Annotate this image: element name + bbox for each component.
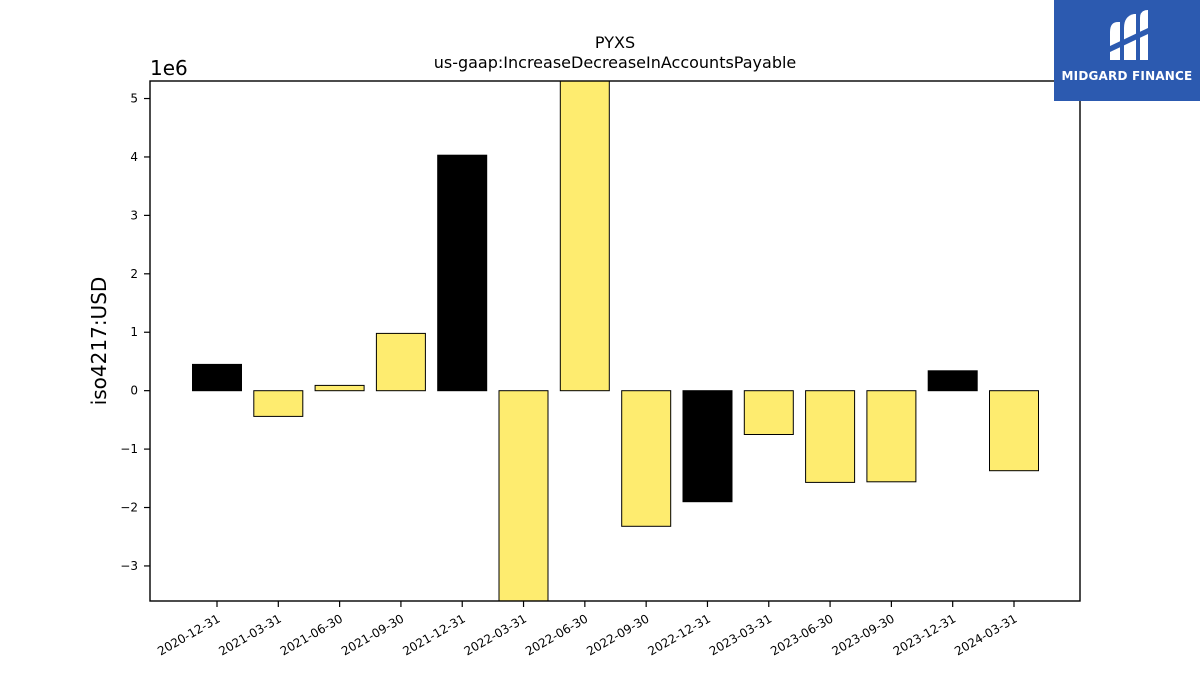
plot-frame (149, 80, 1081, 602)
y-offset-label: 1e6 (150, 56, 188, 80)
bar-2020-12-31 (192, 363, 242, 392)
x-tick-label: 2020-12-31 (155, 611, 222, 658)
chart-subtitle: us-gaap:IncreaseDecreaseInAccountsPayabl… (434, 53, 797, 72)
bar-2021-12-31 (437, 154, 488, 392)
y-axis-ticks: −3 −2 −1 0 1 2 3 4 5 (120, 92, 150, 573)
y-tick-label: 2 (130, 267, 138, 281)
bars (192, 80, 1039, 602)
bar-2022-12-31 (682, 390, 733, 503)
bar-2021-03-31 (253, 390, 304, 417)
chart-title: PYXS (595, 33, 635, 52)
midgard-finance-logo: MIDGARD FINANCE (1054, 0, 1200, 101)
bar-2022-09-30 (621, 390, 672, 527)
y-tick-label: 0 (130, 384, 138, 398)
bar-2023-09-30 (866, 390, 917, 483)
y-axis-label: iso4217:USD (87, 277, 111, 406)
y-tick-label: 1 (130, 325, 138, 339)
x-tick-label: 2021-03-31 (216, 611, 283, 658)
x-tick-label: 2022-03-31 (462, 611, 529, 658)
y-tick-label: 5 (130, 92, 138, 106)
bar-2023-06-30 (805, 390, 856, 483)
x-tick-label: 2023-06-30 (768, 611, 835, 658)
bar-2021-09-30 (375, 332, 426, 392)
bar-2023-12-31 (927, 370, 978, 392)
x-tick-label: 2024-03-31 (952, 611, 1019, 658)
y-tick-label: −2 (120, 501, 138, 515)
y-tick-label: 3 (130, 208, 138, 222)
y-tick-label: −3 (120, 559, 138, 573)
y-tick-label: −1 (120, 442, 138, 456)
y-tick-label: 4 (130, 150, 138, 164)
x-tick-label: 2021-09-30 (339, 611, 406, 658)
x-tick-label: 2021-12-31 (400, 611, 467, 658)
midgard-logo-icon (1110, 10, 1148, 60)
bar-2023-03-31 (743, 390, 794, 436)
x-tick-label: 2023-03-31 (707, 611, 774, 658)
x-tick-label: 2023-12-31 (891, 611, 958, 658)
x-tick-label: 2022-06-30 (523, 611, 590, 658)
x-tick-label: 2022-12-31 (646, 611, 713, 658)
x-tick-label: 2021-06-30 (278, 611, 345, 658)
bar-2021-06-30 (314, 384, 365, 392)
bar-2024-03-31 (989, 390, 1039, 472)
x-tick-label: 2023-09-30 (829, 611, 896, 658)
x-axis-ticks: 2020-12-312021-03-312021-06-302021-09-30… (155, 601, 1020, 658)
logo-text: MIDGARD FINANCE (1061, 69, 1193, 83)
bar-2022-03-31 (498, 390, 549, 602)
bar-2022-06-30 (559, 80, 610, 392)
x-tick-label: 2022-09-30 (584, 611, 651, 658)
